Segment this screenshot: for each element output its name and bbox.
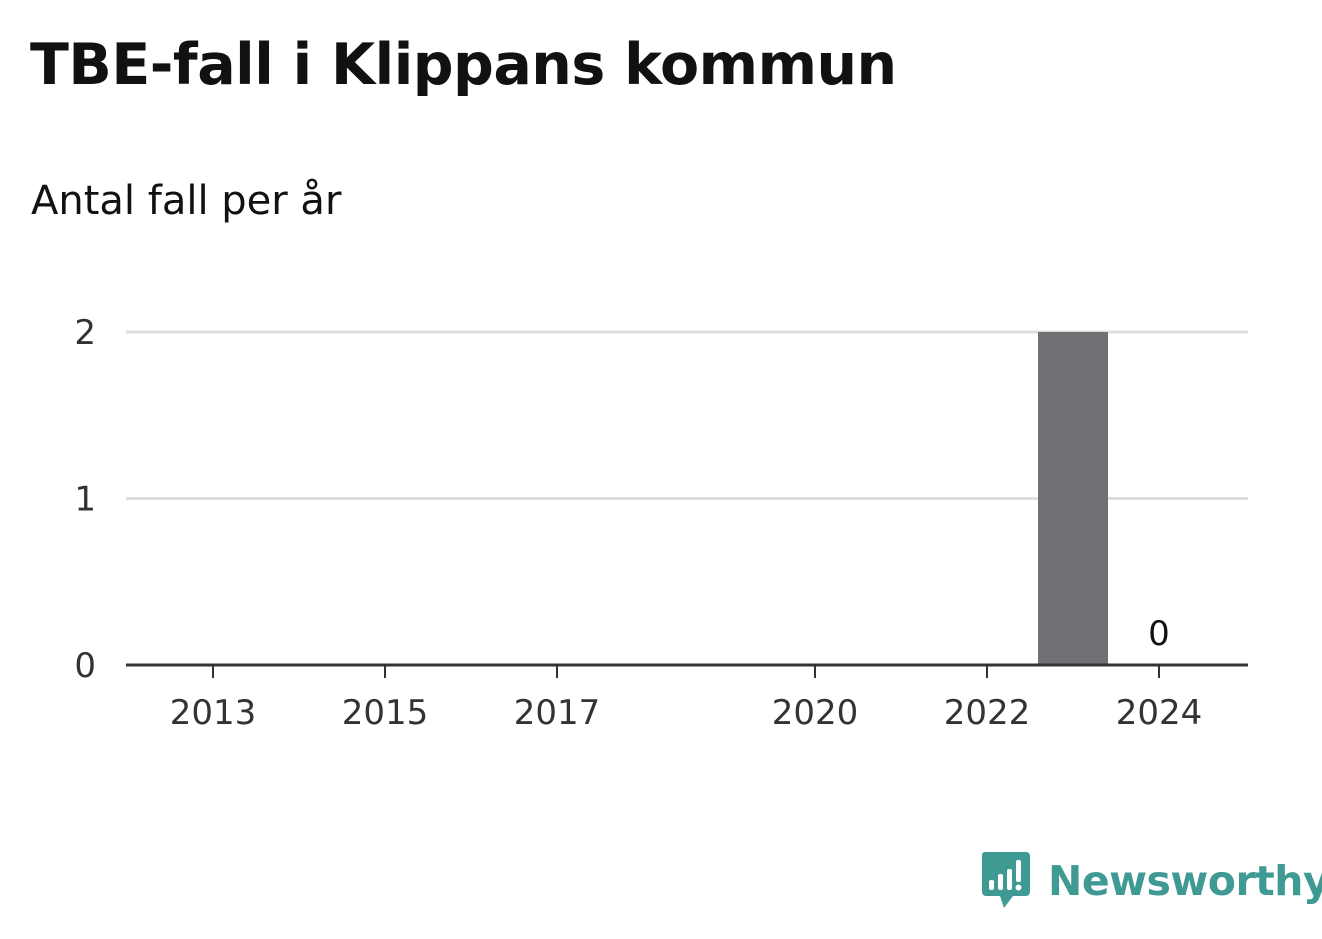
y-tick-label-2: 2	[74, 313, 96, 353]
x-tick-label-2017: 2017	[514, 693, 601, 733]
x-tick-label-2015: 2015	[342, 693, 429, 733]
x-tick-label-2024: 2024	[1116, 693, 1203, 733]
y-tick-labels: 0 1 2	[74, 313, 96, 686]
data-label-2024: 0	[1148, 614, 1170, 654]
y-tick-label-1: 1	[74, 480, 96, 520]
axes	[126, 663, 1248, 678]
brand: Newsworthy	[980, 850, 1322, 912]
y-tick-label-0: 0	[74, 646, 96, 686]
x-tick-labels: 2013 2015 2017 2020 2022 2024	[170, 693, 1203, 733]
data-labels: 0	[1148, 614, 1170, 654]
chart-subtitle: Antal fall per år	[31, 178, 342, 224]
newsworthy-logo-icon	[981, 852, 1030, 908]
brand-name: Newsworthy	[1048, 857, 1322, 905]
chart-title: TBE-fall i Klippans kommun	[30, 32, 897, 98]
bars	[1038, 332, 1108, 665]
bar-2023	[1038, 332, 1108, 665]
x-tick-label-2022: 2022	[944, 693, 1031, 733]
x-tick-label-2020: 2020	[772, 693, 859, 733]
x-tick-label-2013: 2013	[170, 693, 257, 733]
